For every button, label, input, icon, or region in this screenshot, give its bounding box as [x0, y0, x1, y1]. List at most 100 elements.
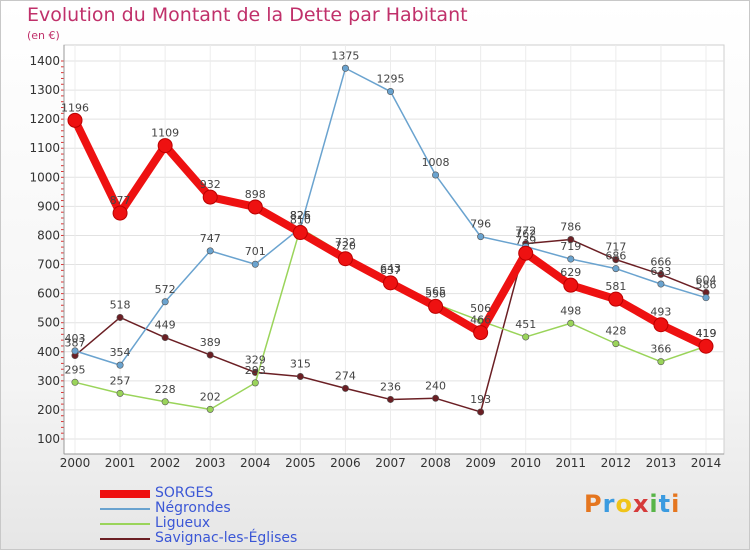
- data-label-0: 877: [110, 194, 131, 207]
- data-point-2: [612, 340, 620, 348]
- data-label-2: 428: [605, 325, 626, 338]
- data-point-3: [116, 313, 124, 321]
- logo-letter: i: [649, 490, 659, 518]
- data-point-1: [251, 260, 259, 268]
- data-label-3: 666: [650, 255, 671, 268]
- data-label-0: 739: [515, 234, 536, 247]
- data-label-1: 403: [65, 332, 86, 345]
- data-label-2: 565: [425, 285, 446, 298]
- data-point-0: [337, 251, 353, 267]
- data-point-3: [386, 395, 394, 403]
- data-label-1: 747: [200, 232, 221, 245]
- data-label-0: 932: [200, 178, 221, 191]
- data-label-2: 202: [200, 390, 221, 403]
- y-tick-label: 600: [37, 287, 60, 301]
- data-point-2: [206, 405, 214, 413]
- data-label-2: 295: [65, 363, 86, 376]
- data-point-0: [698, 338, 714, 354]
- data-point-2: [567, 319, 575, 327]
- data-label-2: 732: [335, 236, 356, 249]
- data-point-0: [608, 291, 624, 307]
- data-point-1: [612, 265, 620, 273]
- x-tick-label: 2007: [375, 456, 406, 470]
- data-point-2: [522, 333, 530, 341]
- data-point-3: [432, 394, 440, 402]
- x-tick-label: 2009: [465, 456, 496, 470]
- data-label-1: 586: [696, 279, 717, 292]
- data-point-3: [341, 384, 349, 392]
- data-label-1: 572: [155, 283, 176, 296]
- legend-label-negrondes: Négrondes: [155, 500, 231, 516]
- x-tick-label: 2003: [195, 456, 226, 470]
- legend-swatch-savignac: [100, 538, 150, 540]
- legend-swatch-negrondes: [100, 508, 150, 510]
- data-point-2: [116, 389, 124, 397]
- data-point-0: [383, 275, 398, 291]
- x-tick-label: 2013: [646, 456, 677, 470]
- data-label-3: 315: [290, 357, 311, 370]
- data-label-0: 1196: [61, 101, 89, 114]
- legend-item-savignac: Savignac-les-Églises: [100, 530, 360, 546]
- data-point-1: [386, 88, 394, 96]
- data-label-0: 898: [245, 188, 266, 201]
- y-tick-label: 700: [37, 258, 60, 272]
- data-label-0: 637: [380, 264, 401, 277]
- data-point-3: [296, 372, 304, 380]
- x-tick-label: 2010: [510, 456, 541, 470]
- plot-area: [63, 44, 725, 455]
- data-point-1: [206, 247, 214, 255]
- legend-swatch-ligueux: [100, 523, 150, 525]
- data-label-3: 604: [696, 273, 717, 286]
- data-label-3: 449: [155, 319, 176, 332]
- data-label-2: 257: [110, 374, 131, 387]
- data-point-3: [206, 351, 214, 359]
- data-point-1: [116, 361, 124, 369]
- y-tick-label: 300: [37, 374, 60, 388]
- data-label-2: 293: [245, 364, 266, 377]
- logo-letter: x: [632, 490, 650, 518]
- data-label-1: 1295: [377, 73, 405, 86]
- y-tick-label: 400: [37, 345, 60, 359]
- data-label-1: 354: [110, 346, 131, 359]
- legend-label-ligueux: Ligueux: [155, 515, 211, 531]
- data-label-0: 556: [425, 287, 446, 300]
- data-label-2: 825: [290, 209, 311, 222]
- data-label-1: 1375: [331, 49, 359, 62]
- data-label-3: 329: [245, 353, 266, 366]
- data-label-2: 419: [696, 327, 717, 340]
- data-label-2: 506: [470, 302, 491, 315]
- data-label-1: 796: [470, 218, 491, 231]
- legend-swatch-sorges: [100, 490, 150, 498]
- data-point-3: [657, 270, 665, 278]
- data-point-0: [292, 225, 308, 241]
- data-label-3: 387: [65, 337, 86, 350]
- x-tick-label: 2000: [60, 456, 91, 470]
- data-point-3: [161, 334, 169, 342]
- data-label-3: 772: [515, 225, 536, 238]
- data-point-0: [563, 277, 579, 293]
- logo-letter: o: [615, 490, 633, 518]
- legend-item-negrondes: Négrondes: [100, 500, 360, 516]
- data-point-1: [161, 298, 169, 306]
- data-label-0: 419: [696, 327, 717, 340]
- legend-item-sorges: SORGES: [100, 485, 360, 501]
- data-label-2: 451: [515, 318, 536, 331]
- data-label-1: 701: [245, 245, 266, 258]
- chart-title: Evolution du Montant de la Dette par Hab…: [27, 4, 468, 26]
- data-point-3: [477, 408, 485, 416]
- data-label-0: 629: [560, 266, 581, 279]
- y-tick-label: 200: [37, 403, 60, 417]
- logo-letter: t: [658, 490, 672, 518]
- y-tick-label: 800: [37, 228, 60, 242]
- data-label-0: 466: [470, 314, 491, 327]
- data-point-0: [247, 199, 263, 215]
- x-tick-label: 2014: [691, 456, 722, 470]
- legend-label-sorges: SORGES: [155, 485, 214, 501]
- data-point-3: [612, 256, 620, 264]
- data-label-1: 633: [650, 265, 671, 278]
- y-tick-label: 1400: [29, 54, 60, 68]
- x-tick-label: 2006: [330, 456, 361, 470]
- data-label-1: 762: [515, 228, 536, 241]
- data-label-2: 366: [650, 343, 671, 356]
